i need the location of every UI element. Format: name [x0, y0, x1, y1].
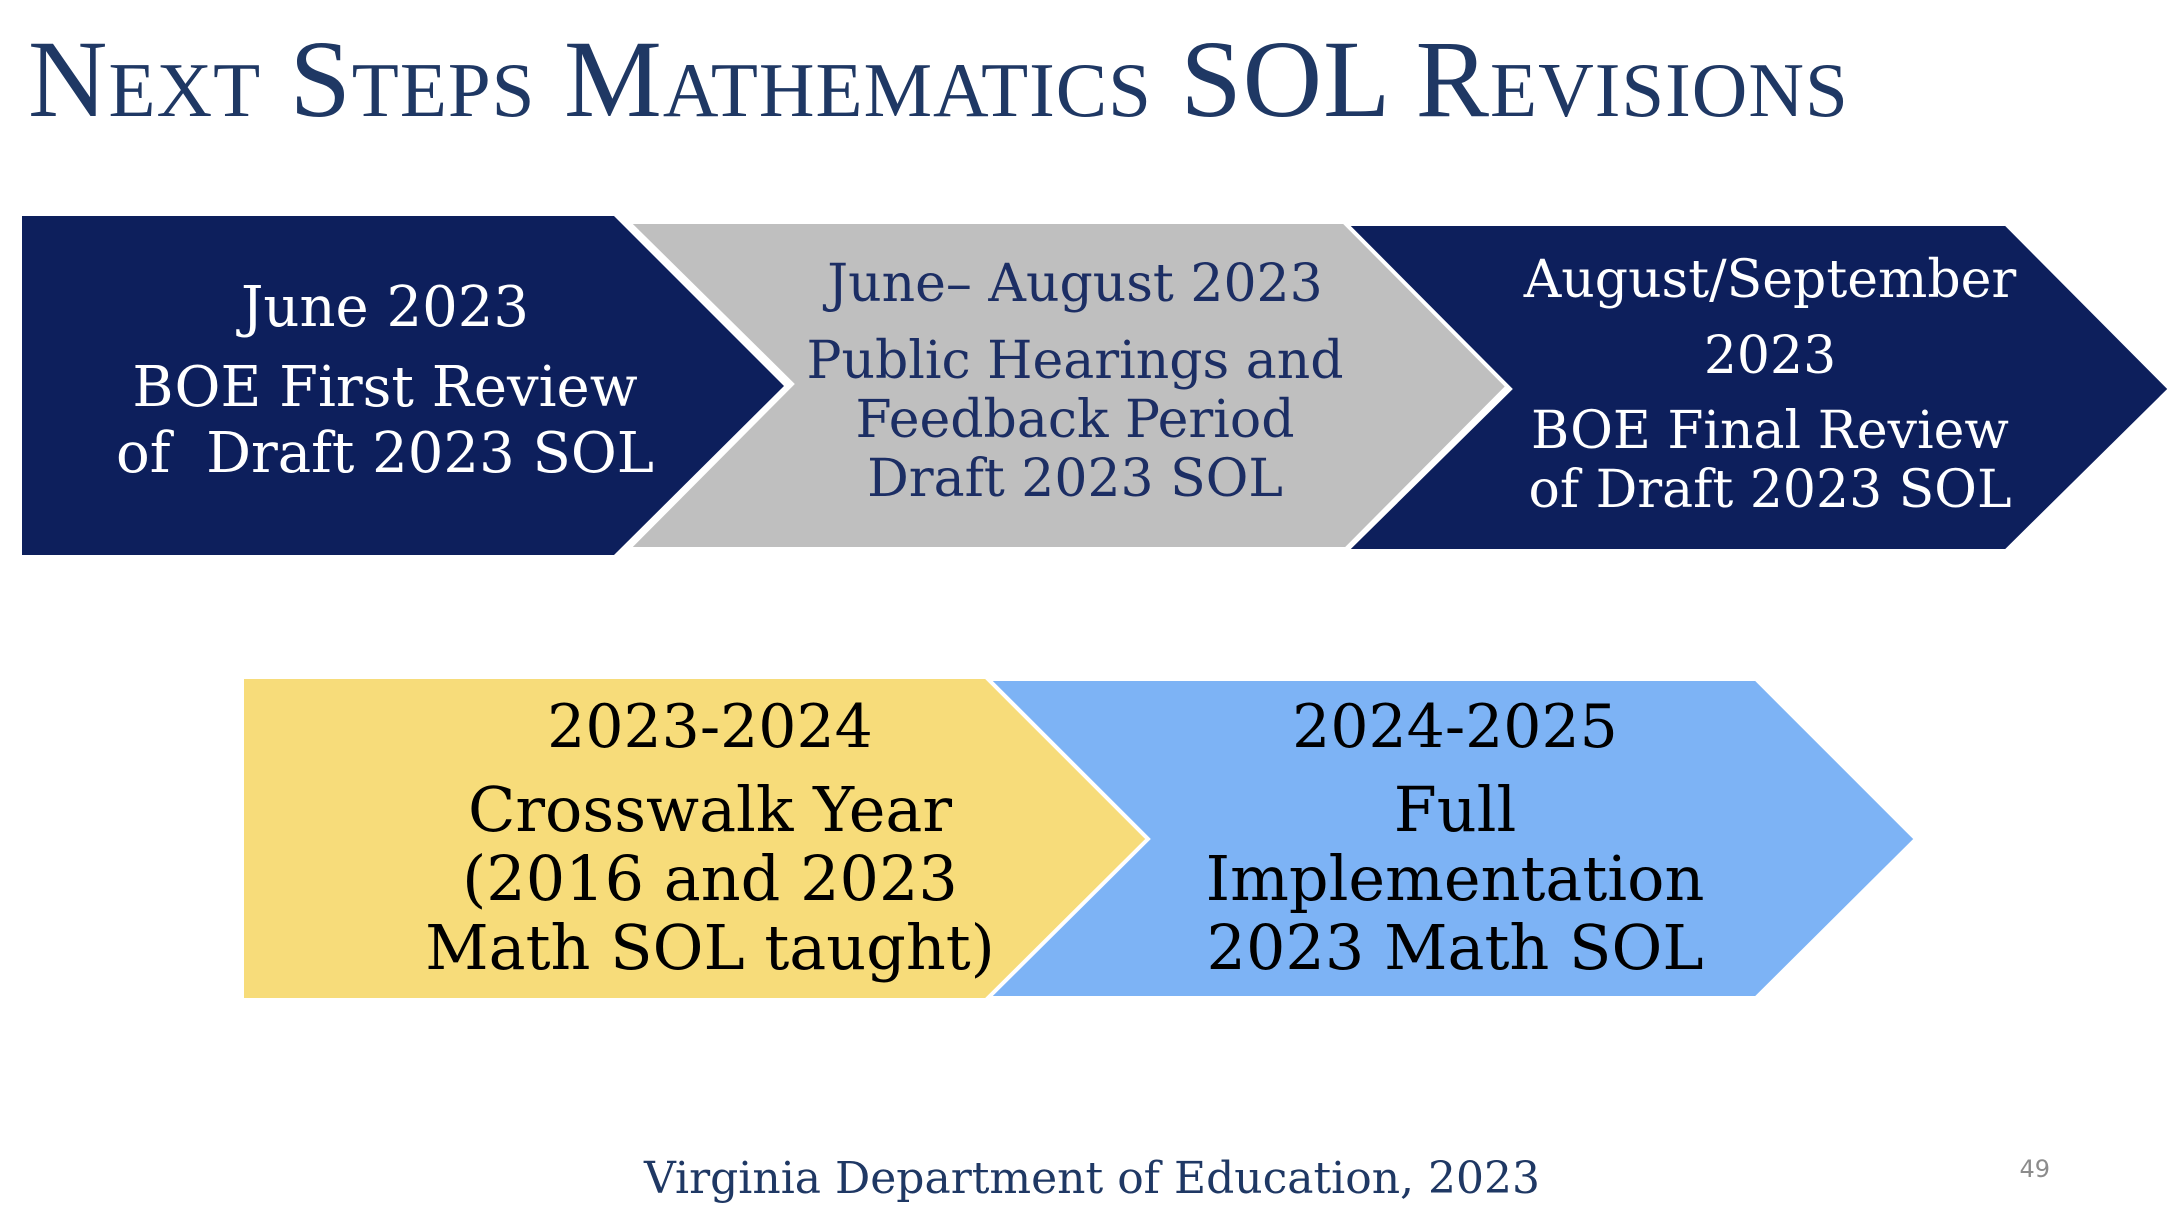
- step-text-line: Math SOL taught): [425, 910, 995, 984]
- step-text-line: Full: [1393, 772, 1517, 846]
- step-text-line: of Draft 2023 SOL: [116, 421, 654, 486]
- step-date: June– August 2023: [827, 253, 1323, 314]
- step-date: August/September: [1523, 250, 2017, 310]
- step-august-september-2023: August/September 2023 BOE Final Review o…: [1490, 250, 2050, 520]
- step-date: 2023: [1703, 326, 1837, 386]
- chevron-august-september-2023: [1341, 222, 2173, 553]
- step-text-line: BOE First Review: [132, 355, 638, 420]
- step-2023-2024: 2023-2024 Crosswalk Year (2016 and 2023 …: [425, 680, 995, 990]
- step-date: 2023-2024: [547, 691, 873, 762]
- page-number: 49: [2019, 1155, 2050, 1183]
- step-text-line: Public Hearings and: [806, 330, 1344, 391]
- step-june-august-2023: June– August 2023 Public Hearings and Fe…: [790, 250, 1360, 510]
- step-text-line: 2023 Math SOL: [1206, 910, 1704, 984]
- step-date: June 2023: [240, 275, 530, 340]
- chevron-2024-2025: [983, 677, 1919, 1000]
- step-text-line: (2016 and 2023: [462, 841, 958, 915]
- step-text-line: BOE Final Review: [1531, 401, 2009, 461]
- step-date: 2024-2025: [1292, 691, 1618, 762]
- step-2024-2025: 2024-2025 Full Implementation 2023 Math …: [1165, 680, 1745, 990]
- footer-credit: Virginia Department of Education, 2023: [644, 1153, 1540, 1204]
- step-text-line: Draft 2023 SOL: [867, 448, 1283, 509]
- slide-title: Next Steps Mathematics SOL Revisions: [28, 18, 1849, 140]
- step-text-line: Feedback Period: [855, 389, 1295, 450]
- step-text-line: of Draft 2023 SOL: [1528, 460, 2012, 520]
- step-text-line: Crosswalk Year: [467, 772, 952, 846]
- chevron-june-2023: [22, 216, 784, 555]
- step-june-2023: June 2023 BOE First Review of Draft 2023…: [100, 260, 670, 500]
- step-text-line: Implementation: [1205, 841, 1705, 915]
- chevron-2023-2024: [244, 679, 1148, 998]
